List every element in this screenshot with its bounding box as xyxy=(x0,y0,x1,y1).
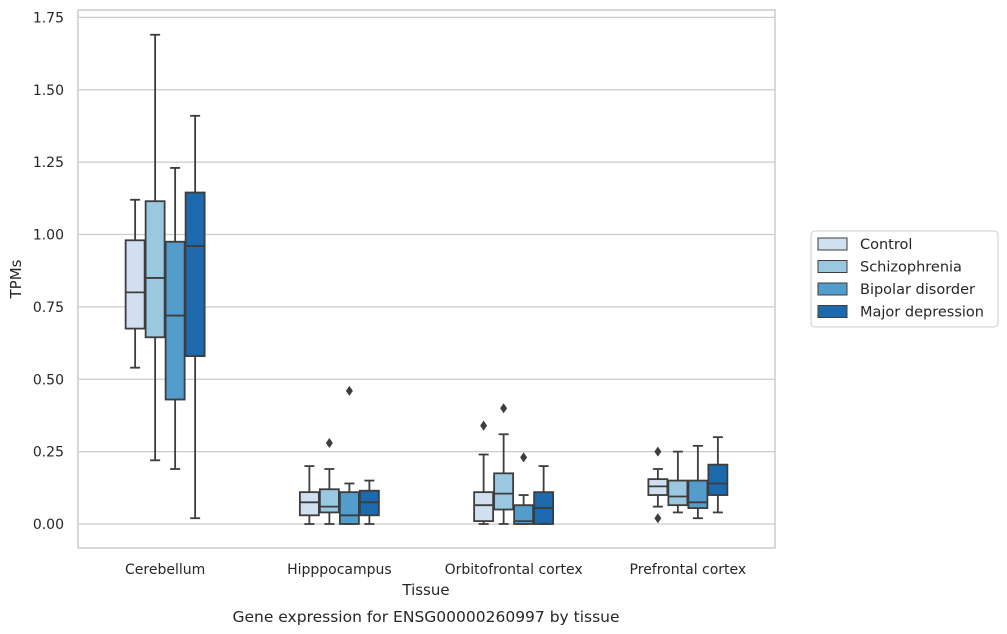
outlier-point xyxy=(520,452,528,463)
box-schizophrenia xyxy=(144,33,166,462)
box-major-depression xyxy=(533,465,555,525)
x-tick-label: Prefrontal cortex xyxy=(630,562,747,578)
box-schizophrenia xyxy=(667,450,689,514)
legend-frame xyxy=(810,230,999,328)
y-tick-label: 0.75 xyxy=(33,300,64,316)
outlier-point xyxy=(500,403,508,414)
y-tick-label: 1.00 xyxy=(33,228,64,244)
y-tick-label: 0.25 xyxy=(33,445,64,461)
y-tick-label: 1.75 xyxy=(33,10,64,26)
y-tick-label: 0.50 xyxy=(33,372,64,388)
legend-item: Major depression xyxy=(817,305,984,321)
x-tick-labels: Cerebellum Hipppocampus Orbitofrontal cort… xyxy=(125,562,746,578)
iqr-box xyxy=(667,479,689,507)
chart-caption: Gene expression for ENSG00000260997 by t… xyxy=(232,608,619,626)
legend-item: Schizophrenia xyxy=(817,260,962,276)
legend-swatch xyxy=(817,282,848,296)
legend-swatch xyxy=(817,260,848,273)
iqr-box xyxy=(707,463,729,496)
legend: Control Schizophrenia Bipolar disorder Majo… xyxy=(810,230,999,328)
box-group-cerebellum xyxy=(124,33,206,520)
outlier-point xyxy=(654,446,662,457)
box-bipolar-disorder xyxy=(164,167,186,470)
box-schizophrenia xyxy=(318,437,340,525)
iqr-box xyxy=(473,491,495,523)
x-axis-title: Tissue xyxy=(401,581,449,599)
y-tick-labels: 0.00 0.25 0.50 0.75 1.00 1.25 1.50 1.75 xyxy=(33,10,64,533)
box-group-prefrontal-cortex xyxy=(647,436,729,524)
iqr-box xyxy=(164,240,186,401)
box-groups xyxy=(124,33,729,525)
iqr-box xyxy=(184,191,206,357)
box-control xyxy=(473,420,495,525)
iqr-box xyxy=(124,239,146,330)
iqr-box xyxy=(144,200,166,339)
box-control xyxy=(298,465,320,525)
iqr-box xyxy=(513,504,535,525)
legend-item: Bipolar disorder xyxy=(817,282,975,298)
box-control xyxy=(647,446,669,524)
iqr-box xyxy=(298,491,320,517)
box-control xyxy=(124,198,146,369)
iqr-box xyxy=(493,472,515,511)
outlier-point xyxy=(480,420,488,431)
legend-label: Control xyxy=(860,237,912,253)
x-tick-label: Cerebellum xyxy=(125,562,205,578)
iqr-box xyxy=(338,491,360,525)
box-bipolar-disorder xyxy=(338,385,360,525)
box-major-depression xyxy=(358,479,380,525)
y-tick-label: 0.00 xyxy=(33,517,64,533)
legend-label: Bipolar disorder xyxy=(860,282,975,298)
box-major-depression xyxy=(184,114,206,520)
y-tick-label: 1.25 xyxy=(33,155,64,171)
outlier-point xyxy=(654,513,662,524)
box-major-depression xyxy=(707,436,729,514)
outlier-point xyxy=(325,437,333,448)
iqr-box xyxy=(687,479,709,509)
outlier-point xyxy=(345,385,353,396)
legend-label: Schizophrenia xyxy=(860,260,962,276)
plot-frame xyxy=(77,9,776,549)
y-tick-label: 1.50 xyxy=(33,83,64,99)
legend-swatch xyxy=(817,237,848,251)
legend-swatch xyxy=(817,305,848,318)
legend-label: Major depression xyxy=(860,305,984,321)
iqr-box xyxy=(318,488,340,514)
x-tick-label: Orbitofrontal cortex xyxy=(445,562,583,578)
box-bipolar-disorder xyxy=(513,452,535,525)
box-group-orbitofrontal-cortex xyxy=(473,403,555,525)
y-axis-title: TPMs xyxy=(7,259,25,299)
box-group-hipppocampus xyxy=(298,385,380,525)
box-schizophrenia xyxy=(493,403,515,525)
box-bipolar-disorder xyxy=(687,444,709,520)
x-tick-label: Hipppocampus xyxy=(287,562,392,578)
legend-item: Control xyxy=(817,237,912,253)
